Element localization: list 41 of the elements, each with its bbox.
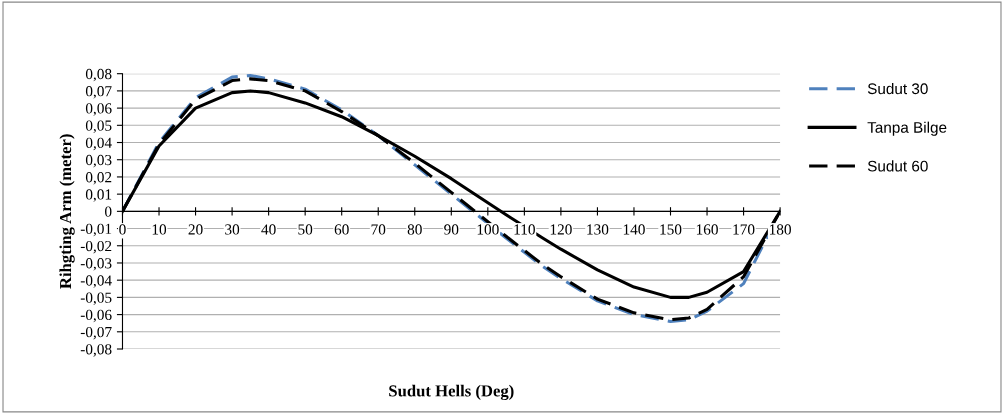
- y-tick-label: -0,01: [80, 223, 112, 237]
- x-axis-title: Sudut Hells (Deg): [389, 384, 514, 401]
- y-tick-label: 0,04: [85, 137, 112, 151]
- x-tick-label: 10: [152, 224, 167, 235]
- x-tick-label: 80: [407, 224, 422, 235]
- x-tick-label: 40: [261, 224, 276, 235]
- x-tick-label: 170: [733, 224, 755, 235]
- x-tick-label: 90: [444, 224, 459, 235]
- x-tick-label: 70: [371, 224, 386, 235]
- x-tick-label: 60: [334, 224, 349, 235]
- y-tick-label: -0,02: [80, 240, 112, 254]
- y-tick-label: -0,05: [80, 292, 112, 306]
- y-tick-label: 0: [105, 206, 112, 217]
- x-tick-label: 140: [623, 224, 645, 235]
- x-tick-label: 20: [188, 224, 203, 235]
- y-tick-label: 0,02: [85, 172, 112, 185]
- y-tick-label: 0,01: [85, 189, 112, 202]
- x-tick-label: 50: [298, 224, 313, 235]
- x-tick-label: 0: [119, 224, 126, 235]
- x-tick-label: 100: [477, 224, 499, 235]
- legend-label: Sudut 60: [867, 160, 928, 172]
- x-tick-label: 150: [660, 224, 682, 235]
- y-tick-label: 0,06: [85, 103, 112, 116]
- x-tick-label: 130: [587, 224, 609, 235]
- y-axis-title: Rihgting Arm (meter): [59, 134, 75, 289]
- y-tick-label: -0,07: [80, 326, 112, 340]
- y-tick-label: 0,08: [85, 68, 112, 82]
- y-tick-label: 0,03: [85, 154, 112, 168]
- y-tick-label: -0,04: [80, 275, 112, 288]
- legend-label: Sudut 30: [867, 82, 928, 95]
- y-tick-label: 0,05: [85, 120, 112, 133]
- y-tick-label: -0,08: [80, 344, 112, 357]
- x-tick-label: 120: [550, 224, 572, 235]
- x-tick-label: 110: [514, 224, 535, 235]
- x-tick-label: 180: [769, 224, 791, 235]
- legend-label: Tanpa Bilge: [867, 121, 947, 136]
- y-tick-label: 0,07: [85, 86, 112, 99]
- x-tick-label: 160: [696, 224, 718, 235]
- x-tick-label: 30: [225, 224, 240, 235]
- y-tick-label: -0,03: [80, 258, 112, 271]
- y-tick-label: -0,06: [80, 309, 112, 323]
